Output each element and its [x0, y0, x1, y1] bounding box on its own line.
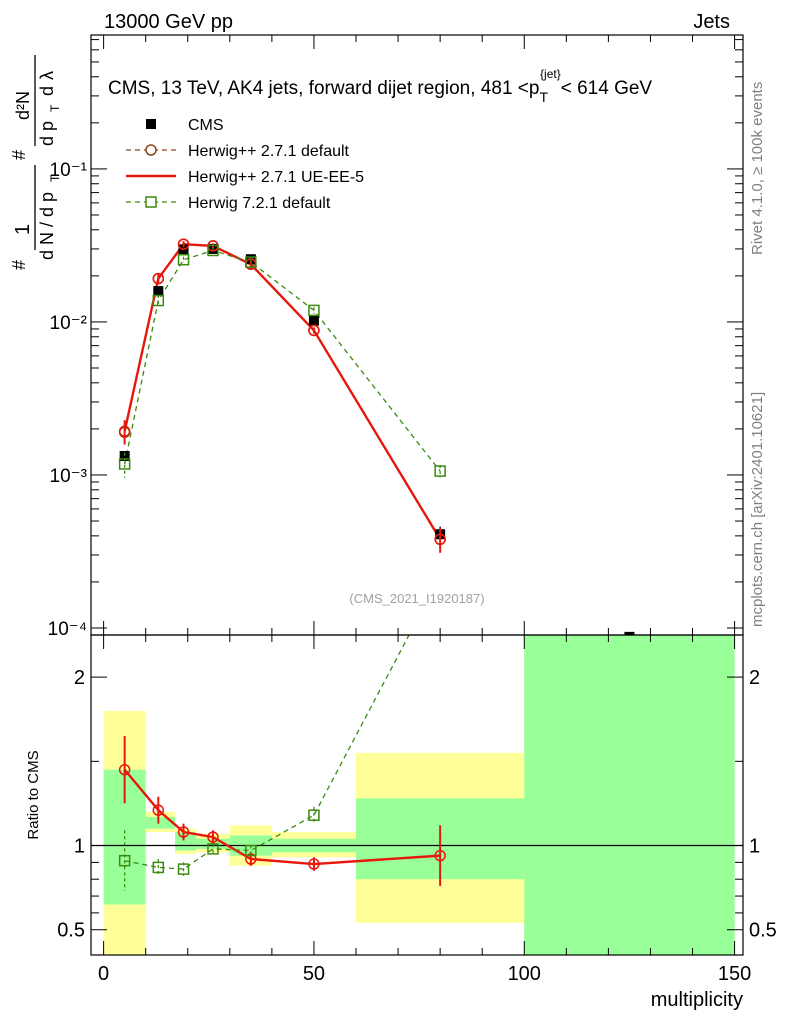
main-markers	[118, 238, 635, 635]
ratio-marker-square	[308, 809, 320, 821]
svg-text:T: T	[48, 104, 62, 112]
ratio-marker-circle	[434, 849, 446, 862]
legend: CMS Herwig++ 2.7.1 default Herwig++ 2.7.1 …	[126, 117, 364, 212]
ratio-y-tick-label-right: 2	[749, 667, 760, 689]
marker-circle	[152, 272, 165, 285]
data-point-cms	[119, 451, 130, 462]
band-green	[145, 816, 176, 829]
series-line-dashed-square	[124, 249, 441, 472]
x-tick-label: 100	[508, 963, 541, 985]
svg-text:#: #	[9, 150, 29, 160]
ratio-marker-square	[118, 854, 131, 867]
ratio-marker-square	[245, 844, 257, 857]
svg-text:d N / d p: d N / d p	[37, 192, 57, 260]
legend-marker-circle	[145, 144, 157, 156]
marker-square	[434, 465, 446, 477]
watermark: (CMS_2021_I1920187)	[349, 591, 484, 606]
ratio-uncertainty-bands	[103, 635, 735, 955]
y-tick-label: 10⁻³	[50, 466, 88, 487]
ratio-marker-circle	[118, 763, 131, 776]
legend-marker-cms	[146, 119, 156, 129]
main-y-axis-title: # 1 d N / d p T # d²N d p T d λ #	[9, 55, 62, 270]
svg-text:d: d	[37, 86, 57, 96]
ratio-marker-circle	[308, 858, 320, 870]
ratio-marker-square	[207, 843, 219, 855]
ratio-marker-circle	[152, 804, 165, 816]
legend-label: Herwig++ 2.7.1 default	[188, 143, 350, 160]
ratio-y-tick-label-left: 2	[74, 667, 85, 689]
x-tick-label: 150	[718, 963, 751, 985]
ratio-marker-square	[152, 861, 165, 874]
data-point-cms	[153, 286, 164, 297]
marker-square	[118, 458, 131, 470]
y-tick-label: 10⁻²	[50, 313, 88, 334]
svg-text:T: T	[48, 174, 62, 182]
legend-label: CMS	[188, 117, 224, 134]
x-tick-label: 0	[98, 963, 109, 985]
ratio-y-tick-label-left: 1	[74, 836, 85, 858]
band-green	[524, 635, 735, 955]
legend-marker-square	[145, 196, 157, 208]
ratio-y-tick-label-right: 1	[749, 836, 760, 858]
marker-square	[245, 256, 257, 268]
ratio-y-tick-label-right: 0.5	[749, 920, 777, 942]
marker-circle	[308, 324, 320, 337]
main-series-lines	[123, 242, 442, 540]
data-point-cms	[624, 631, 635, 635]
ratio-marker-circle	[177, 826, 190, 838]
marker-square	[207, 244, 219, 257]
ratio-marker-square	[177, 863, 190, 875]
svg-text:d p: d p	[37, 121, 57, 146]
legend-label: Herwig 7.2.1 default	[188, 195, 331, 212]
data-point-cms	[308, 315, 319, 326]
y-tick-label: 10⁻⁴	[48, 619, 87, 640]
marker-square	[152, 294, 165, 307]
marker-circle	[118, 425, 131, 438]
mcplots-label: mcplots.cern.ch [arXiv:2401.10621]	[749, 392, 766, 627]
ratio-series-lines	[118, 635, 446, 891]
marker-circle	[177, 238, 190, 250]
axes-frames	[90, 34, 744, 956]
rivet-label: Rivet 4.1.0, ≥ 100k events	[749, 82, 766, 255]
series-line-dashed-circle	[124, 243, 441, 540]
ratio-y-axis-title: Ratio to CMS	[25, 750, 42, 839]
svg-text:#: #	[9, 260, 29, 270]
series-line-solid-circle	[123, 242, 442, 540]
header-left: 13000 GeV pp	[104, 11, 233, 33]
x-tick-label: 50	[303, 963, 325, 985]
header-right: Jets	[693, 11, 730, 33]
x-axis-title: multiplicity	[651, 989, 743, 1011]
ratio-frame	[90, 634, 744, 956]
chart-title: CMS, 13 TeV, AK4 jets, forward dijet reg…	[108, 67, 652, 105]
legend-label: Herwig++ 2.7.1 UE-EE-5	[188, 169, 364, 186]
ratio-marker-circle	[207, 831, 219, 843]
data-markers	[118, 238, 635, 635]
marker-square	[308, 304, 320, 317]
y-tick-label: 10⁻¹	[50, 160, 88, 181]
marker-circle	[434, 533, 446, 546]
marker-square	[177, 253, 190, 266]
axis-labels: 0 50 100 150 10⁻⁴ 10⁻³ 10⁻² 10⁻¹ 0.5 0.5 1 1 2 2	[48, 160, 777, 985]
ratio-y-tick-label-left: 0.5	[57, 920, 85, 942]
axis-ticks	[91, 35, 743, 955]
svg-text:d²N: d²N	[13, 91, 33, 120]
svg-text:λ: λ	[37, 71, 57, 80]
svg-text:1: 1	[12, 224, 34, 235]
